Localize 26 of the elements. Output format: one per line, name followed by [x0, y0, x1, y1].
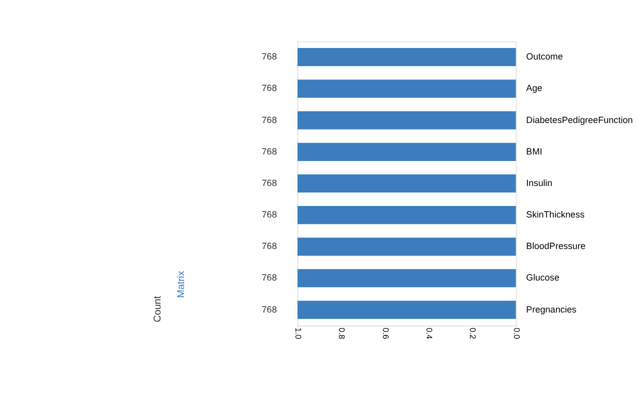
text: 768 — [262, 210, 277, 220]
text: 768 — [262, 241, 277, 252]
y-tick-label: BMI — [526, 146, 542, 156]
x-tick-label: 0.0 — [512, 328, 521, 340]
x-tick-label: 1.0 — [293, 328, 302, 340]
x-tick-label: 0.8 — [337, 328, 346, 340]
x-tick-label: 0.2 — [468, 328, 478, 340]
x-tick-label: 0.4 — [424, 328, 434, 340]
text: Count — [152, 296, 164, 322]
text: Matrix — [176, 270, 187, 298]
y-tick-label: SkinThickness — [526, 210, 585, 220]
text: 768 — [262, 178, 277, 188]
y-tick-label: Pregnancies — [526, 304, 577, 314]
y-tick-label: DiabetesPedigreeFunction — [526, 114, 633, 125]
text: 768 — [262, 83, 277, 94]
text: 768 — [262, 272, 277, 283]
y-tick-label: Outcome — [526, 52, 563, 62]
text: 768 — [262, 114, 277, 125]
y-tick-label: Insulin — [526, 178, 552, 188]
y-tick-label: Age — [526, 83, 542, 94]
text: 768 — [262, 304, 277, 314]
y-tick-label: Glucose — [526, 272, 560, 283]
x-tick-label: 0.6 — [380, 328, 390, 340]
text: 768 — [262, 146, 277, 156]
text: 768 — [262, 52, 277, 62]
y-tick-label: BloodPressure — [526, 241, 586, 252]
